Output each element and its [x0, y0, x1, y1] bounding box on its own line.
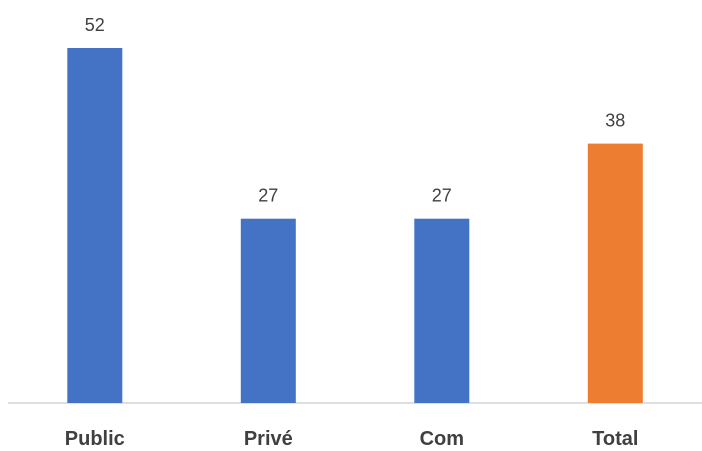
bar-com [414, 218, 470, 403]
category-label: Com [420, 428, 464, 450]
data-label: 38 [605, 111, 625, 131]
bar-prive [240, 218, 296, 403]
category-label: Total [592, 428, 638, 450]
bars-group [67, 48, 643, 403]
bar-public [67, 48, 123, 403]
bar-total [587, 143, 643, 403]
category-labels-group: Public Privé Com Total [65, 428, 639, 450]
data-labels-group: 52 27 27 38 [85, 15, 626, 206]
data-label: 27 [432, 186, 452, 206]
category-label: Public [65, 428, 125, 450]
data-label: 27 [258, 186, 278, 206]
category-label: Privé [244, 428, 293, 450]
data-label: 52 [85, 15, 105, 35]
